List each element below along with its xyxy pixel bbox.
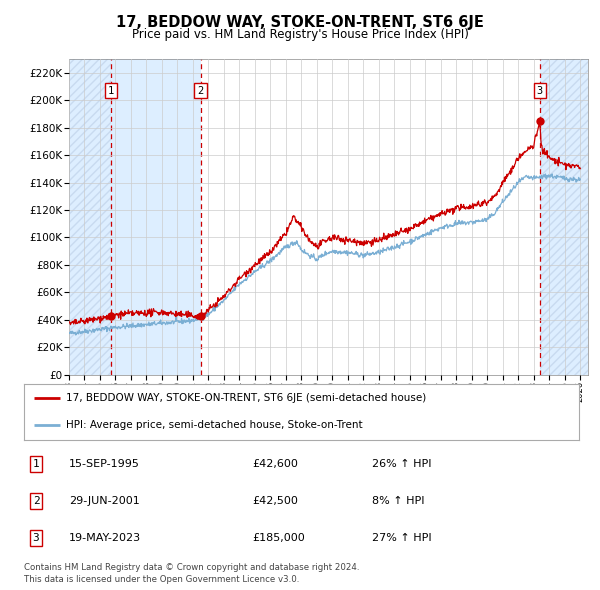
Text: 3: 3 [32, 533, 40, 543]
Text: £42,500: £42,500 [252, 496, 298, 506]
Text: 8% ↑ HPI: 8% ↑ HPI [372, 496, 425, 506]
Text: Price paid vs. HM Land Registry's House Price Index (HPI): Price paid vs. HM Land Registry's House … [131, 28, 469, 41]
Text: 2: 2 [197, 86, 203, 96]
Text: 1: 1 [32, 459, 40, 469]
Text: 29-JUN-2001: 29-JUN-2001 [69, 496, 140, 506]
Text: 1: 1 [108, 86, 114, 96]
Bar [69, 59, 111, 375]
Text: 17, BEDDOW WAY, STOKE-ON-TRENT, ST6 6JE (semi-detached house): 17, BEDDOW WAY, STOKE-ON-TRENT, ST6 6JE … [65, 393, 426, 403]
Text: HPI: Average price, semi-detached house, Stoke-on-Trent: HPI: Average price, semi-detached house,… [65, 420, 362, 430]
Text: 3: 3 [536, 86, 543, 96]
Text: 2: 2 [32, 496, 40, 506]
Text: £185,000: £185,000 [252, 533, 305, 543]
Bar [111, 59, 200, 375]
Text: 27% ↑ HPI: 27% ↑ HPI [372, 533, 431, 543]
Text: £42,600: £42,600 [252, 459, 298, 469]
Bar [539, 59, 588, 375]
Text: 19-MAY-2023: 19-MAY-2023 [69, 533, 141, 543]
Text: 17, BEDDOW WAY, STOKE-ON-TRENT, ST6 6JE: 17, BEDDOW WAY, STOKE-ON-TRENT, ST6 6JE [116, 15, 484, 30]
Text: Contains HM Land Registry data © Crown copyright and database right 2024.
This d: Contains HM Land Registry data © Crown c… [24, 563, 359, 584]
Text: 15-SEP-1995: 15-SEP-1995 [69, 459, 140, 469]
Text: 26% ↑ HPI: 26% ↑ HPI [372, 459, 431, 469]
